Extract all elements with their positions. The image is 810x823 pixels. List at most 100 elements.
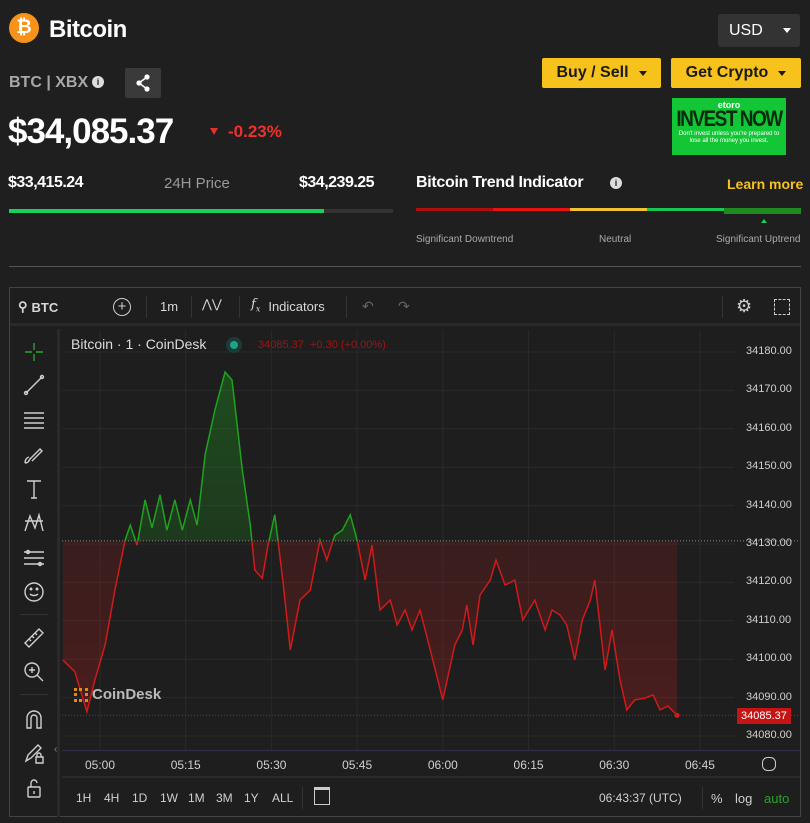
- y-tick-label: 34090.00: [746, 690, 792, 703]
- auto-toggle[interactable]: auto: [764, 791, 790, 806]
- pattern-icon[interactable]: [22, 511, 46, 535]
- price-line-down: [62, 540, 678, 716]
- magnet-icon[interactable]: [22, 707, 46, 731]
- coindesk-logo-icon: [74, 687, 88, 702]
- divider: [9, 266, 801, 267]
- range-button-1m[interactable]: 1M: [188, 791, 205, 805]
- crosshair-icon[interactable]: [22, 340, 46, 364]
- y-tick-label: 34130.00: [746, 537, 792, 549]
- chart-type-button[interactable]: ⋀⋁: [202, 297, 222, 311]
- indicators-button[interactable]: fx Indicators: [251, 297, 325, 314]
- zoom-in-icon[interactable]: [22, 660, 46, 684]
- symbol-search[interactable]: ⚲ BTC: [18, 299, 58, 315]
- lock-drawing-icon[interactable]: [22, 741, 46, 765]
- x-tick-label: 06:45: [684, 758, 715, 772]
- currency-select[interactable]: USD: [718, 14, 800, 47]
- range-button-4h[interactable]: 4H: [104, 791, 120, 805]
- chevron-down-icon: [778, 70, 787, 76]
- date-range-icon[interactable]: [314, 787, 330, 805]
- 24h-low: $33,415.24: [8, 174, 84, 191]
- axis-settings-icon[interactable]: [762, 757, 776, 771]
- fib-retracement-icon[interactable]: [22, 408, 46, 432]
- collapse-toolbar-icon[interactable]: ‹: [54, 744, 58, 755]
- range-button-1y[interactable]: 1Y: [244, 791, 259, 805]
- x-tick-label: 05:15: [170, 758, 201, 772]
- ad-brand: etoro: [717, 100, 741, 110]
- 24h-range-bar: [9, 209, 393, 213]
- x-tick-label: 05:00: [84, 758, 116, 772]
- unlock-icon[interactable]: [22, 776, 46, 800]
- compare-button[interactable]: +: [113, 298, 131, 316]
- bitcoin-logo-icon: ₿: [9, 13, 39, 43]
- down-arrow-icon: [210, 128, 218, 135]
- divider: [20, 694, 48, 695]
- clock-label[interactable]: 06:43:37 (UTC): [599, 791, 682, 805]
- trend-segment: [724, 208, 801, 214]
- chevron-down-icon: [638, 70, 647, 76]
- watermark-text: CoinDesk: [92, 686, 162, 703]
- range-button-all[interactable]: ALL: [272, 791, 294, 805]
- area-fill-down: [62, 540, 678, 716]
- ad-disclaimer: Don't invest unless you're prepared to l…: [678, 131, 780, 144]
- area-fill-up: [124, 372, 358, 541]
- chart-legend-title: Bitcoin · 1 · CoinDesk: [71, 336, 207, 352]
- chevron-down-icon: [782, 28, 791, 33]
- redo-icon[interactable]: ↷: [398, 298, 410, 314]
- search-icon: ⚲: [18, 299, 28, 314]
- percent-toggle[interactable]: %: [711, 791, 723, 806]
- undo-icon[interactable]: ↶: [362, 298, 374, 314]
- trend-line-icon[interactable]: [22, 373, 46, 397]
- page-title: Bitcoin: [49, 16, 127, 43]
- divider: [62, 750, 800, 751]
- divider: [722, 296, 723, 318]
- info-icon[interactable]: i: [610, 177, 622, 189]
- market-status-icon: [226, 337, 242, 353]
- share-button[interactable]: [125, 68, 161, 98]
- settings-icon[interactable]: ⚙: [736, 296, 753, 316]
- 24h-high: $34,239.25: [299, 174, 375, 191]
- buy-sell-button[interactable]: Buy / Sell: [542, 58, 661, 88]
- smiley-icon[interactable]: [22, 580, 46, 604]
- fullscreen-icon[interactable]: [774, 299, 790, 315]
- trend-bar: [416, 208, 801, 214]
- y-tick-label: 34110.00: [746, 613, 792, 626]
- info-icon[interactable]: i: [92, 76, 104, 88]
- y-tick-label: 34080.00: [746, 729, 792, 741]
- log-toggle[interactable]: log: [735, 791, 753, 806]
- text-icon[interactable]: [22, 477, 46, 501]
- ad-headline: INVEST NOW: [676, 107, 783, 132]
- brush-icon[interactable]: [22, 443, 46, 467]
- ticker-symbol: BTC | XBX: [9, 74, 89, 91]
- trend-marker-icon: [761, 219, 767, 223]
- share-icon: [136, 74, 150, 92]
- y-tick-label: 34160.00: [746, 421, 792, 434]
- x-tick-label: 05:30: [256, 758, 287, 772]
- price-chart[interactable]: [62, 330, 800, 750]
- x-tick-label: 06:15: [513, 758, 544, 772]
- divider: [191, 296, 192, 318]
- x-tick-label: 06:00: [427, 758, 458, 772]
- divider: [62, 776, 800, 778]
- get-crypto-button[interactable]: Get Crypto: [671, 58, 801, 88]
- fx-icon: fx: [251, 297, 261, 314]
- ruler-icon[interactable]: [22, 626, 46, 650]
- symbol-label: BTC: [31, 299, 59, 315]
- trend-title: Bitcoin Trend Indicator: [416, 174, 584, 191]
- currency-value: USD: [729, 21, 763, 39]
- divider: [20, 614, 48, 615]
- plus-circle-icon: +: [117, 298, 127, 315]
- trend-segment: [570, 208, 647, 211]
- learn-more-link[interactable]: Learn more: [727, 176, 804, 192]
- etoro-ad[interactable]: etoro INVEST NOW Don't invest unless you…: [672, 98, 786, 155]
- range-button-3m[interactable]: 3M: [216, 791, 233, 805]
- range-button-1w[interactable]: 1W: [160, 791, 178, 805]
- range-button-1d[interactable]: 1D: [132, 791, 148, 805]
- trend-label-uptrend: Significant Uptrend: [716, 234, 801, 245]
- coindesk-watermark: CoinDesk: [74, 686, 161, 703]
- range-button-1h[interactable]: 1H: [76, 791, 92, 805]
- prediction-icon[interactable]: [22, 546, 46, 570]
- interval-button[interactable]: 1m: [160, 299, 179, 314]
- indicators-label: Indicators: [268, 299, 325, 314]
- divider: [146, 296, 147, 318]
- trend-label-neutral: Neutral: [599, 234, 632, 245]
